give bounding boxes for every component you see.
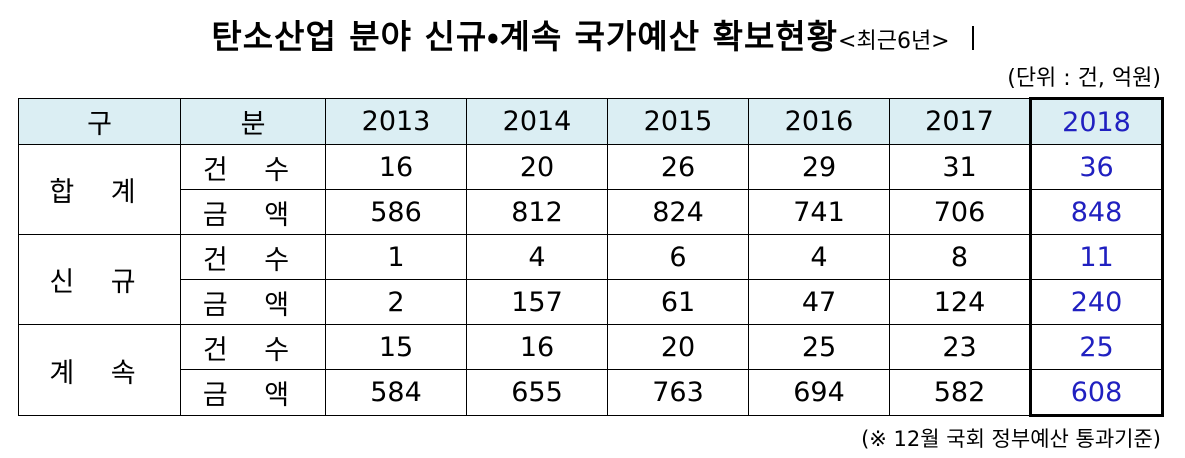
value-cell: 741 — [748, 189, 890, 235]
year-header: 2013 — [325, 98, 467, 145]
value-cell: 6 — [607, 234, 749, 280]
value-cell: 763 — [607, 369, 749, 416]
value-cell: 2 — [325, 279, 467, 325]
value-cell: 584 — [325, 369, 467, 416]
value-cell: 706 — [889, 189, 1031, 235]
value-cell: 582 — [889, 369, 1031, 416]
value-cell: 124 — [889, 279, 1031, 325]
title-line: 탄소산업 분야 신규・계속 국가예산 확보현황<최근6년> — [0, 10, 1185, 58]
row-label: 건 수 — [180, 144, 326, 190]
value-cell: 16 — [466, 324, 608, 370]
title: 탄소산업 분야 신규・계속 국가예산 확보현황 — [211, 17, 839, 56]
value-cell: 655 — [466, 369, 608, 416]
data-row: 금 액 584 655 763 694 582 608 — [19, 369, 1164, 417]
value-cell: 812 — [466, 189, 608, 235]
value-cell: 586 — [325, 189, 467, 235]
text-cursor — [971, 26, 974, 50]
value-cell: 4 — [466, 234, 608, 280]
value-cell: 36 — [1029, 144, 1164, 190]
value-cell: 61 — [607, 279, 749, 325]
header-row: 구 분 2013 2014 2015 2016 2017 2018 — [18, 97, 1164, 145]
title-suffix: <최근6년> — [838, 29, 950, 54]
row-label: 건 수 — [180, 234, 326, 280]
year-header: 2018 — [1029, 97, 1164, 145]
value-cell: 29 — [748, 144, 890, 190]
group-label: 신 규 — [18, 234, 181, 325]
value-cell: 240 — [1029, 279, 1164, 325]
value-cell: 11 — [1029, 234, 1164, 280]
value-cell: 848 — [1029, 189, 1164, 235]
year-header: 2017 — [889, 98, 1031, 145]
corner-cell: 분 — [180, 98, 326, 145]
year-header: 2015 — [607, 98, 749, 145]
value-cell: 20 — [607, 324, 749, 370]
value-cell: 694 — [748, 369, 890, 416]
year-header: 2016 — [748, 98, 890, 145]
footnote: (※ 12월 국회 정부예산 통과기준) — [861, 427, 1161, 451]
value-cell: 25 — [748, 324, 890, 370]
value-cell: 15 — [325, 324, 467, 370]
row-label: 금 액 — [180, 369, 326, 416]
corner-cell: 구 — [18, 98, 181, 145]
value-cell: 31 — [889, 144, 1031, 190]
unit-note: (단위 : 건, 억원) — [1007, 66, 1161, 91]
row-label: 금 액 — [180, 279, 326, 325]
value-cell: 16 — [325, 144, 467, 190]
value-cell: 4 — [748, 234, 890, 280]
value-cell: 608 — [1029, 369, 1164, 417]
value-cell: 23 — [889, 324, 1031, 370]
value-cell: 8 — [889, 234, 1031, 280]
row-label: 금 액 — [180, 189, 326, 235]
data-row: 금 액 2 157 61 47 124 240 — [19, 279, 1164, 325]
group-label: 계 속 — [18, 324, 181, 416]
value-cell: 1 — [325, 234, 467, 280]
value-cell: 47 — [748, 279, 890, 325]
value-cell: 25 — [1029, 324, 1164, 370]
group-label: 합 계 — [18, 144, 181, 235]
value-cell: 20 — [466, 144, 608, 190]
row-label: 건 수 — [180, 324, 326, 370]
value-cell: 26 — [607, 144, 749, 190]
value-cell: 824 — [607, 189, 749, 235]
year-header: 2014 — [466, 98, 608, 145]
value-cell: 157 — [466, 279, 608, 325]
data-row: 금 액 586 812 824 741 706 848 — [19, 189, 1164, 235]
